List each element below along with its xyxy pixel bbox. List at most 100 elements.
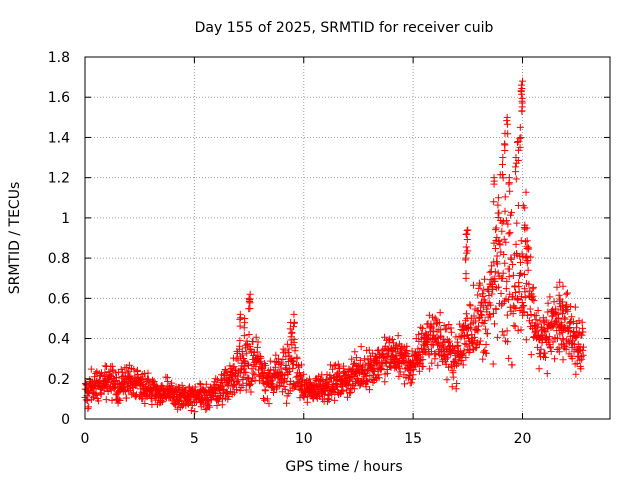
y-tick-label: 0 bbox=[61, 412, 70, 428]
data-point bbox=[281, 385, 289, 393]
data-point bbox=[563, 289, 571, 297]
data-point bbox=[290, 323, 298, 331]
data-point bbox=[121, 387, 129, 395]
data-point bbox=[283, 399, 291, 407]
data-point bbox=[508, 361, 516, 369]
data-point bbox=[490, 177, 498, 185]
data-point bbox=[504, 130, 512, 138]
data-point bbox=[324, 378, 332, 386]
data-point bbox=[464, 226, 472, 234]
data-point bbox=[520, 308, 528, 316]
data-point bbox=[419, 356, 427, 364]
data-point bbox=[578, 318, 586, 326]
data-point bbox=[529, 283, 537, 291]
data-point bbox=[262, 361, 270, 369]
data-point bbox=[285, 345, 293, 353]
data-point bbox=[362, 377, 370, 385]
data-point bbox=[558, 310, 566, 318]
data-point bbox=[277, 365, 285, 373]
data-point bbox=[296, 372, 304, 380]
data-point bbox=[541, 349, 549, 357]
data-point bbox=[513, 219, 521, 227]
data-point bbox=[102, 396, 110, 404]
data-point bbox=[492, 237, 500, 245]
data-point bbox=[518, 85, 526, 93]
data-point bbox=[288, 329, 296, 337]
data-point bbox=[499, 154, 507, 162]
data-point bbox=[546, 344, 554, 352]
data-point bbox=[501, 193, 509, 201]
data-point bbox=[119, 368, 127, 376]
data-point bbox=[405, 372, 413, 380]
data-point bbox=[222, 390, 230, 398]
data-point bbox=[122, 394, 130, 402]
data-point bbox=[510, 322, 518, 330]
data-point bbox=[471, 333, 479, 341]
data-point bbox=[491, 320, 498, 328]
data-point bbox=[445, 320, 453, 328]
data-point bbox=[488, 262, 496, 270]
data-point bbox=[494, 194, 502, 202]
data-point bbox=[168, 379, 176, 387]
data-point bbox=[300, 392, 308, 400]
data-point bbox=[433, 338, 441, 346]
data-point bbox=[578, 355, 586, 363]
data-point bbox=[263, 395, 271, 403]
data-point bbox=[141, 399, 149, 407]
data-point bbox=[265, 400, 273, 408]
data-point bbox=[361, 355, 369, 363]
data-point bbox=[488, 290, 496, 298]
data-point bbox=[158, 398, 166, 406]
data-point bbox=[489, 360, 497, 368]
data-point bbox=[478, 311, 486, 319]
data-point bbox=[294, 362, 302, 370]
data-point bbox=[462, 230, 470, 238]
data-point bbox=[462, 340, 470, 348]
data-point bbox=[236, 322, 244, 330]
data-point bbox=[453, 379, 461, 387]
data-point bbox=[367, 355, 375, 363]
data-point bbox=[449, 373, 457, 381]
data-point bbox=[206, 403, 214, 411]
data-point bbox=[521, 204, 529, 212]
data-point bbox=[458, 356, 466, 364]
data-point bbox=[396, 368, 404, 376]
data-point bbox=[479, 355, 487, 363]
data-point bbox=[492, 244, 500, 252]
data-point bbox=[462, 243, 470, 251]
data-point bbox=[560, 314, 568, 322]
data-point bbox=[344, 393, 351, 401]
data-point bbox=[245, 331, 253, 339]
data-point bbox=[249, 369, 257, 377]
data-point bbox=[459, 361, 467, 369]
data-point bbox=[282, 366, 290, 374]
data-point bbox=[236, 337, 244, 345]
data-point bbox=[506, 229, 514, 237]
data-point bbox=[517, 326, 525, 334]
data-point bbox=[298, 361, 306, 369]
data-point bbox=[82, 396, 90, 404]
x-tick-label: 5 bbox=[190, 431, 199, 447]
data-point bbox=[290, 310, 298, 318]
data-point bbox=[178, 402, 186, 410]
data-point bbox=[502, 285, 510, 293]
data-point bbox=[444, 354, 452, 362]
data-point bbox=[495, 209, 503, 217]
data-point bbox=[473, 326, 481, 334]
data-point bbox=[520, 302, 528, 310]
data-point bbox=[493, 233, 501, 241]
data-point bbox=[521, 293, 529, 301]
data-point bbox=[330, 362, 338, 370]
y-tick-label: 0.2 bbox=[48, 372, 70, 388]
data-point bbox=[293, 355, 301, 363]
data-point bbox=[348, 355, 356, 363]
data-point bbox=[426, 365, 434, 373]
data-point bbox=[558, 328, 566, 336]
data-point bbox=[329, 365, 337, 373]
data-point bbox=[246, 305, 254, 313]
data-point bbox=[489, 286, 497, 294]
data-point bbox=[499, 269, 507, 277]
data-point bbox=[475, 284, 483, 292]
data-point bbox=[574, 330, 582, 338]
data-point bbox=[281, 347, 289, 355]
